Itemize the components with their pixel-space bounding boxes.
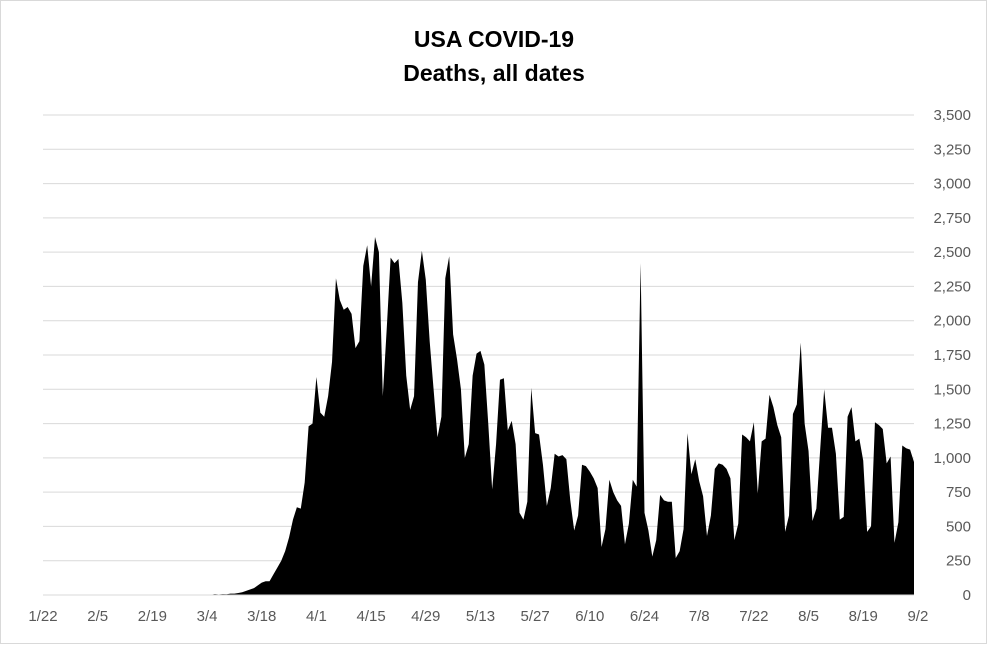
x-tick-label: 4/1 bbox=[306, 608, 327, 625]
x-tick-label: 4/15 bbox=[356, 608, 385, 625]
deaths-area-series bbox=[43, 237, 914, 595]
y-tick-label: 2,750 bbox=[933, 210, 971, 227]
x-tick-label: 7/22 bbox=[739, 608, 768, 625]
y-tick-label: 500 bbox=[946, 518, 971, 535]
y-tick-label: 0 bbox=[963, 587, 971, 604]
x-tick-label: 6/10 bbox=[575, 608, 604, 625]
y-tick-label: 3,250 bbox=[933, 141, 971, 158]
y-tick-label: 1,000 bbox=[933, 450, 971, 467]
y-tick-label: 2,250 bbox=[933, 278, 971, 295]
x-tick-label: 2/5 bbox=[87, 608, 108, 625]
x-tick-label: 4/29 bbox=[411, 608, 440, 625]
chart-title: USA COVID-19 bbox=[414, 26, 574, 52]
x-tick-label: 7/8 bbox=[689, 608, 710, 625]
chart-subtitle: Deaths, all dates bbox=[403, 60, 585, 86]
x-tick-label: 3/18 bbox=[247, 608, 276, 625]
x-tick-label: 8/5 bbox=[798, 608, 819, 625]
x-tick-label: 8/19 bbox=[849, 608, 878, 625]
x-tick-label: 5/13 bbox=[466, 608, 495, 625]
x-axis-ticks: 1/22 2/5 2/19 3/4 3/18 4/1 4/15 4/29 5/13 5/27 6/1… bbox=[28, 608, 928, 625]
y-tick-label: 3,000 bbox=[933, 176, 971, 193]
x-tick-label: 9/2 bbox=[907, 608, 928, 625]
x-tick-label: 2/19 bbox=[138, 608, 167, 625]
y-tick-label: 250 bbox=[946, 553, 971, 570]
y-tick-label: 2,500 bbox=[933, 244, 971, 261]
x-tick-label: 1/22 bbox=[28, 608, 57, 625]
y-tick-label: 1,250 bbox=[933, 416, 971, 433]
y-tick-label: 3,500 bbox=[933, 107, 971, 124]
y-tick-label: 2,000 bbox=[933, 313, 971, 330]
y-tick-label: 1,500 bbox=[933, 381, 971, 398]
y-axis-ticks: 0 250 500 750 1,000 1,250 1,500 1,750 2,000 2,250… bbox=[933, 107, 971, 604]
x-tick-label: 6/24 bbox=[630, 608, 659, 625]
x-tick-label: 3/4 bbox=[197, 608, 218, 625]
y-tick-label: 750 bbox=[946, 484, 971, 501]
y-tick-label: 1,750 bbox=[933, 347, 971, 364]
x-tick-label: 5/27 bbox=[521, 608, 550, 625]
